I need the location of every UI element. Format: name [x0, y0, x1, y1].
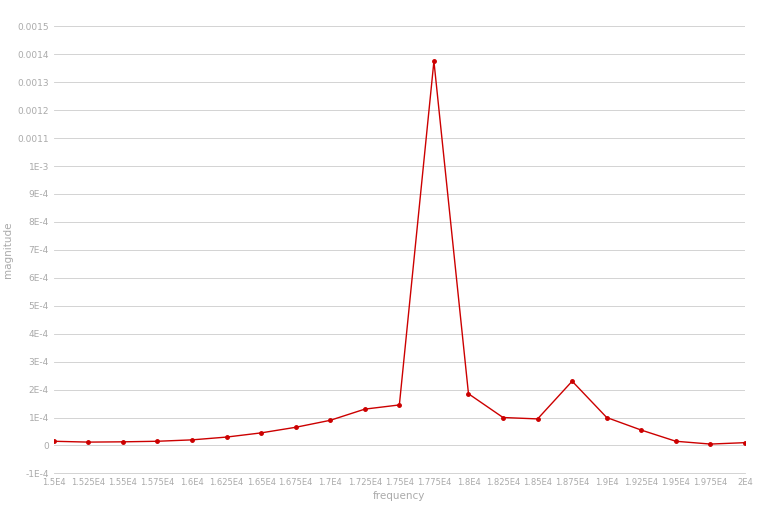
X-axis label: frequency: frequency	[373, 491, 425, 501]
Y-axis label: magnitude: magnitude	[3, 221, 13, 278]
